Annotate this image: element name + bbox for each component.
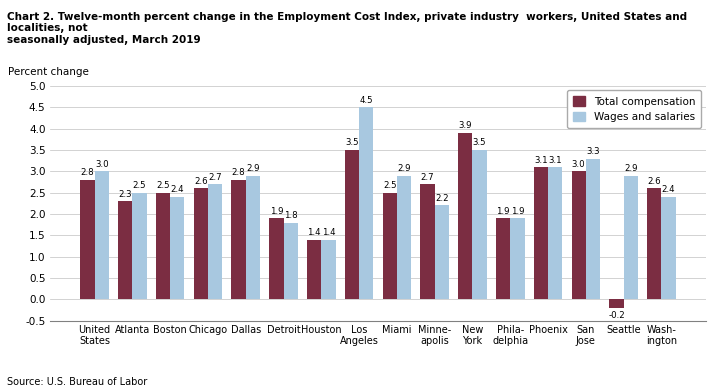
Bar xyxy=(284,222,298,299)
Text: 2.9: 2.9 xyxy=(624,164,638,173)
Bar xyxy=(662,197,676,299)
Text: 2.5: 2.5 xyxy=(383,181,397,190)
Bar xyxy=(208,184,222,299)
Text: 4.5: 4.5 xyxy=(359,96,373,105)
Bar xyxy=(246,176,260,299)
Bar xyxy=(321,240,336,299)
Text: 2.5: 2.5 xyxy=(132,181,146,190)
Bar xyxy=(586,158,600,299)
Text: 1.4: 1.4 xyxy=(322,228,336,237)
Text: 3.5: 3.5 xyxy=(473,138,487,147)
Text: Source: U.S. Bureau of Labor: Source: U.S. Bureau of Labor xyxy=(7,377,148,387)
Bar xyxy=(118,201,132,299)
Text: 2.9: 2.9 xyxy=(397,164,411,173)
Bar xyxy=(94,171,109,299)
Bar xyxy=(609,299,624,308)
Text: 3.0: 3.0 xyxy=(572,160,585,169)
Legend: Total compensation, Wages and salaries: Total compensation, Wages and salaries xyxy=(567,90,701,128)
Bar xyxy=(269,218,284,299)
Bar xyxy=(647,188,662,299)
Text: 3.9: 3.9 xyxy=(459,121,472,130)
Bar xyxy=(194,188,208,299)
Text: 2.7: 2.7 xyxy=(208,172,222,181)
Bar xyxy=(624,176,638,299)
Text: 2.5: 2.5 xyxy=(156,181,170,190)
Text: 3.3: 3.3 xyxy=(586,147,600,156)
Bar xyxy=(359,108,374,299)
Bar xyxy=(80,180,94,299)
Bar xyxy=(420,184,435,299)
Text: Chart 2. Twelve-month percent change in the Employment Cost Index, private indus: Chart 2. Twelve-month percent change in … xyxy=(7,12,688,45)
Text: 3.1: 3.1 xyxy=(549,156,562,165)
Text: 1.8: 1.8 xyxy=(284,211,297,220)
Bar xyxy=(132,193,147,299)
Text: 2.9: 2.9 xyxy=(246,164,260,173)
Bar xyxy=(548,167,562,299)
Text: 1.4: 1.4 xyxy=(307,228,321,237)
Text: 2.6: 2.6 xyxy=(647,177,661,186)
Text: Percent change: Percent change xyxy=(8,66,89,77)
Bar xyxy=(345,150,359,299)
Text: -0.2: -0.2 xyxy=(608,311,625,320)
Bar xyxy=(534,167,548,299)
Text: 1.9: 1.9 xyxy=(269,207,283,216)
Text: 2.8: 2.8 xyxy=(81,168,94,177)
Text: 2.8: 2.8 xyxy=(232,168,246,177)
Text: 1.9: 1.9 xyxy=(496,207,510,216)
Text: 2.2: 2.2 xyxy=(435,194,449,203)
Text: 2.4: 2.4 xyxy=(662,185,675,194)
Bar xyxy=(572,171,586,299)
Text: 2.7: 2.7 xyxy=(420,172,434,181)
Text: 3.0: 3.0 xyxy=(95,160,109,169)
Bar xyxy=(510,218,525,299)
Text: 2.4: 2.4 xyxy=(171,185,184,194)
Bar xyxy=(472,150,487,299)
Text: 3.1: 3.1 xyxy=(534,156,548,165)
Text: 1.9: 1.9 xyxy=(510,207,524,216)
Bar xyxy=(170,197,184,299)
Bar xyxy=(496,218,510,299)
Bar xyxy=(231,180,246,299)
Bar xyxy=(382,193,397,299)
Text: 2.3: 2.3 xyxy=(118,190,132,199)
Bar xyxy=(156,193,170,299)
Text: 3.5: 3.5 xyxy=(345,138,359,147)
Bar xyxy=(307,240,321,299)
Bar xyxy=(435,205,449,299)
Bar xyxy=(458,133,472,299)
Text: 2.6: 2.6 xyxy=(194,177,207,186)
Bar xyxy=(397,176,411,299)
